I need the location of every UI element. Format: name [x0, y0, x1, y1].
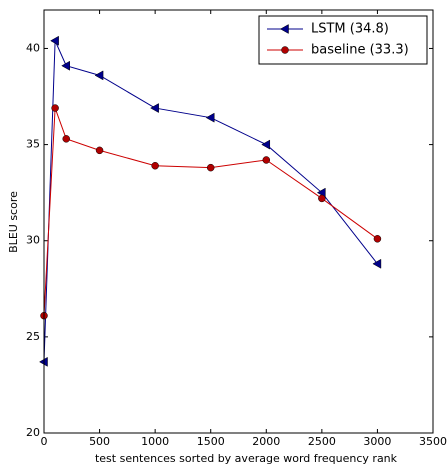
y-tick-label: 35: [26, 138, 40, 151]
data-point: [261, 139, 271, 150]
data-point: [205, 112, 215, 123]
data-point: [94, 70, 104, 81]
x-axis-label: test sentences sorted by average word fr…: [95, 452, 398, 465]
x-tick-label: 2500: [308, 435, 336, 448]
series-line: [43, 107, 378, 316]
data-point: [151, 161, 159, 170]
data-point: [51, 104, 59, 112]
y-axis-label: BLEU score: [7, 191, 20, 253]
data-point: [373, 235, 382, 243]
plot-frame: [43, 9, 434, 434]
data-point: [372, 258, 382, 269]
data-point: [262, 156, 271, 164]
x-tick-label: 2000: [252, 435, 280, 448]
data-point: [318, 194, 326, 203]
x-tick-label: 3500: [419, 435, 447, 448]
y-tick-label: 30: [26, 234, 40, 247]
legend-marker: [279, 24, 289, 34]
data-point: [150, 103, 159, 113]
data-point: [206, 163, 215, 172]
x-tick-label: 3000: [363, 435, 391, 448]
x-tick-label: 1500: [197, 435, 225, 448]
y-tick-label: 40: [26, 41, 40, 54]
series-line: [43, 40, 378, 362]
y-tick-label: 20: [26, 426, 40, 439]
data-point: [50, 35, 59, 46]
x-tick-label: 1000: [141, 435, 169, 448]
data-point: [95, 146, 104, 155]
legend-marker: [281, 46, 289, 54]
data-point: [62, 135, 70, 143]
legend-label: baseline (33.3): [311, 43, 409, 58]
y-tick-label: 25: [26, 330, 40, 343]
data-point: [61, 60, 70, 71]
legend-label: LSTM (34.8): [311, 22, 389, 37]
x-tick-label: 500: [89, 435, 110, 448]
x-tick-label: 0: [41, 435, 48, 448]
legend-box: [258, 15, 428, 65]
